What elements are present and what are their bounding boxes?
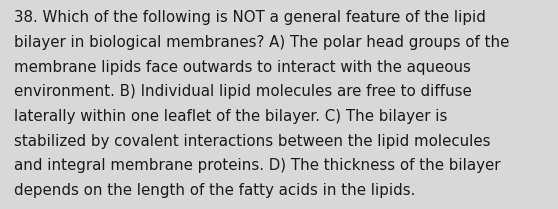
Text: 38. Which of the following is NOT a general feature of the lipid: 38. Which of the following is NOT a gene… <box>14 10 486 25</box>
Text: membrane lipids face outwards to interact with the aqueous: membrane lipids face outwards to interac… <box>14 60 471 75</box>
Text: environment. B) Individual lipid molecules are free to diffuse: environment. B) Individual lipid molecul… <box>14 84 472 99</box>
Text: laterally within one leaflet of the bilayer. C) The bilayer is: laterally within one leaflet of the bila… <box>14 109 448 124</box>
Text: depends on the length of the fatty acids in the lipids.: depends on the length of the fatty acids… <box>14 183 415 198</box>
Text: stabilized by covalent interactions between the lipid molecules: stabilized by covalent interactions betw… <box>14 134 490 149</box>
Text: and integral membrane proteins. D) The thickness of the bilayer: and integral membrane proteins. D) The t… <box>14 158 501 173</box>
Text: bilayer in biological membranes? A) The polar head groups of the: bilayer in biological membranes? A) The … <box>14 35 509 50</box>
